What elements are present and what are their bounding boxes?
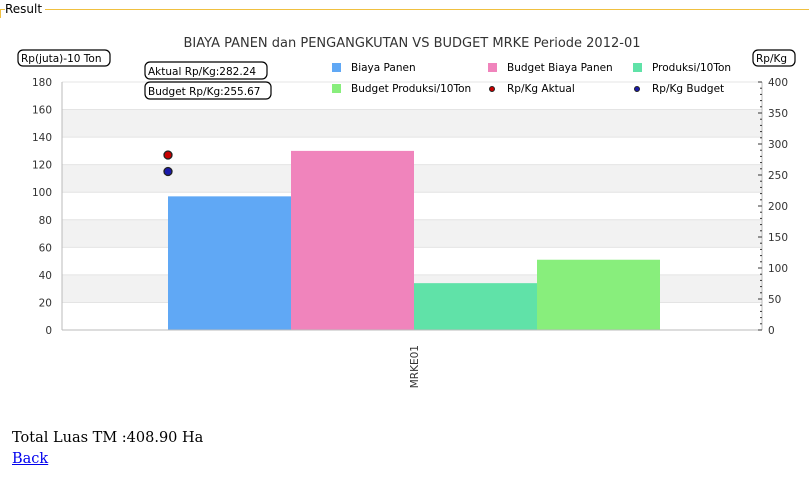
result-divider-tick: [0, 9, 1, 18]
right-tick-label: 250: [768, 170, 788, 182]
legend-swatch: [332, 84, 341, 93]
legend-label: Budget Biaya Panen: [507, 62, 613, 74]
right-axis-ticks: 0 50 100 150 200 250 300 350 400: [758, 77, 788, 337]
right-tick-label: 50: [768, 294, 781, 306]
legend-swatch: [332, 63, 341, 72]
left-tick-label: 40: [39, 270, 52, 282]
back-link[interactable]: Back: [12, 451, 49, 467]
left-tick-label: 140: [32, 132, 52, 144]
category-label-mrke01: MRKE01: [409, 345, 421, 388]
annotation-aktual: Aktual Rp/Kg:282.24: [144, 61, 268, 80]
right-axis-label-text: Rp/Kg: [756, 53, 787, 65]
cost-vs-budget-chart: 0 20 40 60 80 100 120 140 160 180 0 50 100 150 200 250…: [17, 36, 796, 388]
legend-label: Rp/Kg Budget: [652, 83, 724, 95]
chart-legend: Biaya Panen Budget Biaya Panen Produksi/10…: [332, 62, 731, 95]
result-panel-header: Result: [0, 0, 809, 18]
legend-swatch: [633, 63, 642, 72]
legend-label: Biaya Panen: [351, 62, 416, 74]
bars-group: [168, 150, 660, 330]
legend-swatch: [489, 86, 495, 92]
bar-budget-biaya-panen: [291, 150, 414, 330]
bar-biaya-panen: [168, 196, 291, 330]
points-group: [163, 150, 173, 177]
left-tick-label: 80: [39, 215, 52, 227]
legend-label: Produksi/10Ton: [652, 62, 731, 74]
chart-title: BIAYA PANEN dan PENGANGKUTAN VS BUDGET M…: [184, 36, 641, 51]
point-rp-kg-budget: [163, 166, 173, 177]
annotation-budget: Budget Rp/Kg:255.67: [144, 81, 272, 100]
total-luas-text: Total Luas TM :408.90 Ha: [12, 430, 204, 446]
left-tick-label: 60: [39, 242, 52, 254]
right-axis-label: Rp/Kg: [752, 49, 796, 67]
left-axis-ticks: 0 20 40 60 80 100 120 140 160 180: [32, 77, 52, 337]
bar-budget-produksi-10ton: [537, 259, 660, 330]
legend-label: Budget Produksi/10Ton: [351, 83, 471, 95]
right-tick-label: 0: [768, 325, 775, 337]
legend-swatch: [634, 86, 640, 92]
right-tick-label: 350: [768, 108, 788, 120]
result-title: Result: [5, 2, 46, 16]
right-tick-label: 300: [768, 139, 788, 151]
legend-swatch: [488, 63, 497, 72]
left-tick-label: 160: [32, 105, 52, 117]
right-tick-label: 200: [768, 201, 788, 213]
grid-band: [62, 109, 762, 138]
bar-produksi-10ton: [414, 283, 537, 330]
annotation-budget-text: Budget Rp/Kg:255.67: [148, 86, 260, 98]
right-tick-label: 150: [768, 232, 788, 244]
left-axis-label: Rp(juta)-10 Ton: [17, 49, 111, 67]
left-tick-label: 180: [32, 77, 52, 89]
left-tick-label: 120: [32, 160, 52, 172]
annotation-aktual-text: Aktual Rp/Kg:282.24: [148, 66, 256, 78]
legend-label: Rp/Kg Aktual: [507, 83, 575, 95]
right-tick-label: 100: [768, 263, 788, 275]
left-axis-label-text: Rp(juta)-10 Ton: [21, 53, 101, 65]
result-divider: [0, 9, 809, 10]
left-tick-label: 100: [32, 187, 52, 199]
left-tick-label: 20: [39, 297, 52, 309]
point-rp-kg-aktual: [163, 150, 173, 160]
left-tick-label: 0: [45, 325, 52, 337]
right-tick-label: 400: [768, 77, 788, 89]
